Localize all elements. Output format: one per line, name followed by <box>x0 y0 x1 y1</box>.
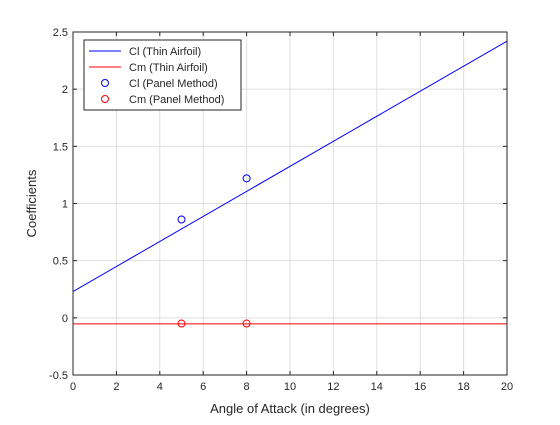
x-axis-label: Angle of Attack (in degrees) <box>210 401 370 416</box>
y-axis-label: Coefficients <box>24 169 39 237</box>
x-tick-label: 20 <box>501 381 513 393</box>
x-tick-label: 14 <box>371 381 383 393</box>
x-tick-label: 10 <box>284 381 296 393</box>
y-tick-label: 0 <box>62 313 68 325</box>
legend: Cl (Thin Airfoil) Cm (Thin Airfoil) Cl (Pa… <box>83 39 242 111</box>
data-point-cm-panel-method <box>177 319 186 328</box>
y-tick-label: 1.5 <box>53 141 68 153</box>
data-point-cm-panel-method <box>242 319 251 328</box>
legend-swatch-marker <box>101 95 109 103</box>
ticks: 0 2 4 6 8 10 12 14 16 18 20-0.500.511.522.5 <box>49 27 513 393</box>
legend-swatch-marker <box>101 79 109 87</box>
y-tick-label: 2.5 <box>53 27 68 39</box>
x-tick-label: 2 <box>113 381 119 393</box>
y-tick-label: 0.5 <box>53 256 68 268</box>
series-layer <box>72 40 508 328</box>
legend-box <box>83 39 242 111</box>
x-tick-label: 16 <box>414 381 426 393</box>
x-tick-label: 18 <box>457 381 469 393</box>
series-line-cl-thin-airfoil <box>72 40 508 292</box>
x-tick-label: 12 <box>327 381 339 393</box>
x-tick-label: 6 <box>200 381 206 393</box>
legend-entry-label: Cm (Thin Airfoil) <box>129 62 208 74</box>
data-point-cl-panel-method <box>177 215 186 224</box>
y-tick-label: -0.5 <box>49 370 68 382</box>
x-tick-label: 8 <box>244 381 250 393</box>
legend-entry-label: Cl (Thin Airfoil) <box>129 46 201 58</box>
legend-entry-label: Cm (Panel Method) <box>129 94 224 106</box>
y-tick-label: 2 <box>62 84 68 96</box>
x-tick-label: 4 <box>157 381 163 393</box>
y-tick-label: 1 <box>62 199 68 211</box>
data-point-cl-panel-method <box>242 174 251 183</box>
x-tick-label: 0 <box>70 381 76 393</box>
legend-entry-label: Cl (Panel Method) <box>129 78 218 90</box>
